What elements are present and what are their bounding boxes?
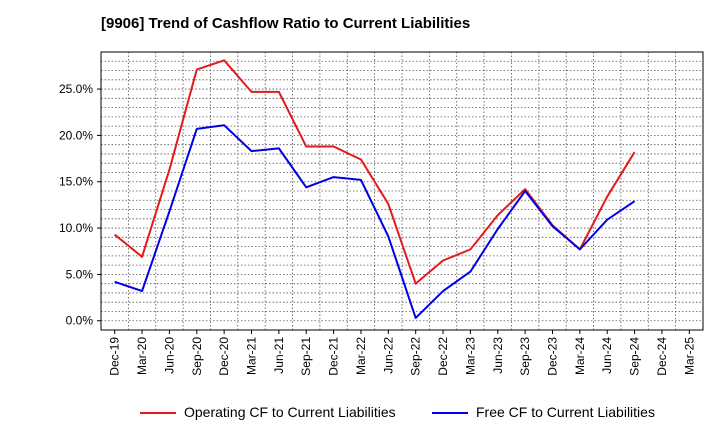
x-tick-label: Mar-22 <box>354 337 368 375</box>
y-tick-label: 25.0% <box>59 82 93 96</box>
x-tick-label: Sep-22 <box>409 337 423 376</box>
legend-label-free-cf: Free CF to Current Liabilities <box>476 404 655 420</box>
x-tick-label: Dec-19 <box>108 337 122 376</box>
x-tick-label: Jun-24 <box>600 337 614 374</box>
x-tick-label: Dec-20 <box>217 337 231 376</box>
x-tick-label: Sep-23 <box>518 337 532 376</box>
x-tick-label: Mar-23 <box>463 337 477 375</box>
y-tick-label: 5.0% <box>66 267 94 281</box>
x-tick-label: Jun-21 <box>272 337 286 374</box>
chart-title: [9906] Trend of Cashflow Ratio to Curren… <box>101 15 471 32</box>
x-tick-label: Dec-24 <box>655 337 669 376</box>
legend-label-operating-cf: Operating CF to Current Liabilities <box>184 404 396 420</box>
legend-swatch-free-cf <box>432 412 468 414</box>
x-tick-label: Mar-25 <box>682 337 696 375</box>
x-tick-label: Mar-21 <box>245 337 259 375</box>
y-tick-label: 10.0% <box>59 221 93 235</box>
x-tick-label: Sep-21 <box>299 337 313 376</box>
x-tick-label: Jun-20 <box>162 337 176 374</box>
x-tick-label: Dec-21 <box>327 337 341 376</box>
x-tick-label: Jun-23 <box>491 337 505 374</box>
y-tick-label: 0.0% <box>66 314 94 328</box>
plot-frame <box>100 51 704 331</box>
x-tick-label: Mar-24 <box>573 337 587 375</box>
series-line-free-cf <box>114 124 636 319</box>
y-tick-label: 15.0% <box>59 175 93 189</box>
x-tick-label: Sep-20 <box>190 337 204 376</box>
y-tick-label: 20.0% <box>59 128 93 142</box>
legend-swatch-operating-cf <box>140 412 176 414</box>
x-tick-label: Dec-22 <box>436 337 450 376</box>
x-tick-label: Mar-20 <box>135 337 149 375</box>
x-tick-label: Sep-24 <box>628 337 642 376</box>
x-tick-label: Dec-23 <box>546 337 560 376</box>
x-tick-label: Jun-22 <box>381 337 395 374</box>
